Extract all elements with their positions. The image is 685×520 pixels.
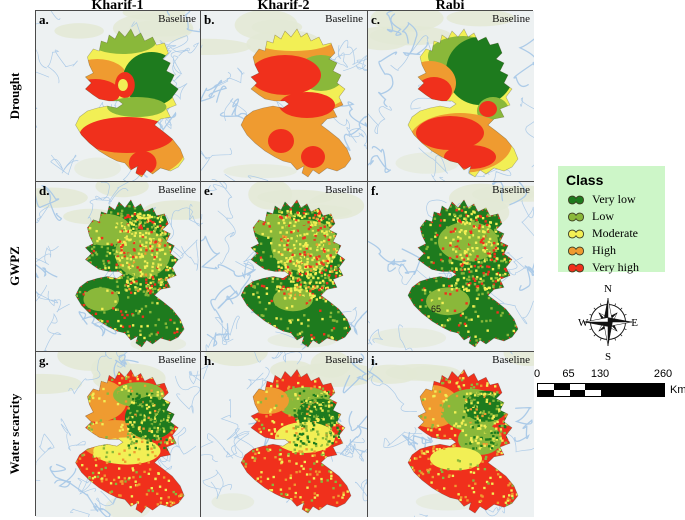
panel-letter: d. — [39, 183, 50, 198]
scenario-label: Baseline — [325, 354, 363, 366]
map-canvas-e — [201, 182, 367, 351]
compass-icon: N S W E — [578, 283, 638, 363]
legend-label: Low — [592, 209, 614, 223]
legend-swatch-high-icon — [568, 246, 584, 255]
panel-c: c. Baseline — [368, 11, 534, 182]
legend-title: Class — [566, 172, 604, 188]
scenario-label: Baseline — [492, 184, 530, 196]
map-canvas-a — [36, 11, 200, 181]
column-header-kharif-2: Kharif-2 — [257, 0, 310, 13]
compass-east-label: E — [631, 317, 638, 329]
panel-letter: h. — [204, 353, 215, 368]
legend-swatch-moderate-icon — [568, 229, 584, 238]
map-annotation: 65 — [431, 304, 441, 314]
map-grid: a. Baseline b. Baseline c. Baseline d. Baseline… — [35, 10, 534, 517]
map-canvas-h — [201, 352, 367, 517]
scale-segment — [553, 384, 570, 390]
panel-letter: b. — [204, 12, 215, 27]
panel-letter: a. — [39, 12, 49, 27]
scale-bar-unit: Km — [670, 384, 685, 396]
scale-segment — [601, 384, 664, 390]
compass-north-label: N — [604, 283, 612, 295]
legend-label: Very low — [592, 192, 636, 206]
scale-segment — [538, 384, 554, 390]
scenario-label: Baseline — [325, 184, 363, 196]
scale-bar-strip — [537, 383, 665, 397]
panel-g: g. Baseline — [36, 352, 201, 517]
panel-b: b. Baseline — [201, 11, 368, 182]
legend-label: High — [592, 243, 616, 257]
panel-letter: f. — [371, 183, 379, 198]
legend-item-low: Low — [566, 208, 665, 225]
map-canvas-d — [36, 182, 200, 351]
scale-segment — [585, 384, 601, 390]
legend-item-very_low: Very low — [566, 191, 665, 208]
row-label-gwpz: GWPZ — [7, 246, 22, 286]
panel-i: i. Baseline — [368, 352, 534, 517]
scale-segment — [538, 390, 554, 396]
map-canvas-b — [201, 11, 367, 181]
map-canvas-g — [36, 352, 200, 517]
scenario-label: Baseline — [325, 13, 363, 25]
scenario-label: Baseline — [158, 13, 196, 25]
legend-items: Very low Low Moderate High Very high — [566, 191, 665, 276]
legend-label: Moderate — [592, 226, 638, 240]
scenario-label: Baseline — [492, 13, 530, 25]
map-canvas-f: 65 — [368, 182, 534, 351]
panel-letter: i. — [371, 353, 378, 368]
panel-f: 65 f. Baseline — [368, 182, 534, 352]
panel-d: d. Baseline — [36, 182, 201, 352]
legend: Class Very low Low Moderate High Very high — [558, 166, 665, 274]
scale-bar: 0 65 130 260 Km — [533, 368, 685, 398]
scale-segment — [553, 390, 570, 396]
scale-tick-label: 65 — [562, 368, 575, 380]
scenario-label: Baseline — [492, 354, 530, 366]
legend-swatch-very_low-icon — [568, 195, 584, 204]
panel-h: h. Baseline — [201, 352, 368, 517]
row-label-drought: Drought — [7, 72, 22, 119]
scale-tick-label: 0 — [533, 368, 541, 380]
scale-tick-label: 130 — [590, 368, 610, 380]
scale-segment — [569, 384, 586, 390]
legend-item-high: High — [566, 242, 665, 259]
panel-e: e. Baseline — [201, 182, 368, 352]
panel-letter: c. — [371, 12, 381, 27]
scale-tick-label: 260 — [653, 368, 673, 380]
legend-swatch-low-icon — [568, 212, 584, 221]
legend-label: Very high — [592, 260, 639, 274]
scenario-label: Baseline — [158, 184, 196, 196]
legend-swatch-very_high-icon — [568, 263, 584, 272]
compass-west-label: W — [578, 317, 589, 329]
legend-item-very_high: Very high — [566, 259, 665, 276]
map-canvas-i — [368, 352, 534, 517]
column-header-rabi: Rabi — [435, 0, 465, 13]
scale-segment — [569, 390, 586, 396]
row-label-water-scarcity: Water scarcity — [7, 393, 22, 474]
scenario-label: Baseline — [158, 354, 196, 366]
scale-segment — [585, 390, 601, 396]
compass-south-label: S — [605, 351, 611, 362]
compass-rose: N S W E — [575, 282, 641, 363]
column-header-kharif-1: Kharif-1 — [91, 0, 144, 13]
scale-segment — [601, 390, 664, 396]
map-canvas-c — [368, 11, 534, 181]
legend-item-moderate: Moderate — [566, 225, 665, 242]
panel-a: a. Baseline — [36, 11, 201, 182]
panel-letter: g. — [39, 353, 49, 368]
panel-letter: e. — [204, 183, 214, 198]
